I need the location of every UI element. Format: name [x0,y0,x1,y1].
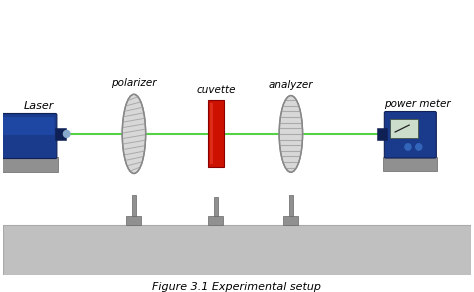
Bar [127,215,141,225]
FancyBboxPatch shape [384,112,437,158]
Text: polarizer: polarizer [111,78,157,88]
FancyBboxPatch shape [2,117,55,135]
Bar [283,215,298,225]
Circle shape [405,144,411,150]
FancyBboxPatch shape [391,119,418,138]
Circle shape [416,144,422,150]
Bar [383,157,437,171]
Bar [377,128,387,140]
Bar [3,225,471,275]
Bar [214,197,218,215]
Bar [208,100,224,167]
Text: Figure 3.1 Experimental setup: Figure 3.1 Experimental setup [153,282,321,292]
Bar [0,157,58,172]
Text: cuvette: cuvette [196,85,236,95]
Bar [132,195,137,215]
Bar [209,215,223,225]
Text: analyzer: analyzer [269,80,313,90]
Text: power meter: power meter [384,99,451,109]
Ellipse shape [122,94,146,173]
Bar [210,103,213,164]
Text: Laser: Laser [24,101,54,111]
Circle shape [64,131,70,137]
FancyBboxPatch shape [0,114,57,159]
Bar [55,128,66,140]
Bar [289,195,293,215]
Ellipse shape [279,95,302,172]
